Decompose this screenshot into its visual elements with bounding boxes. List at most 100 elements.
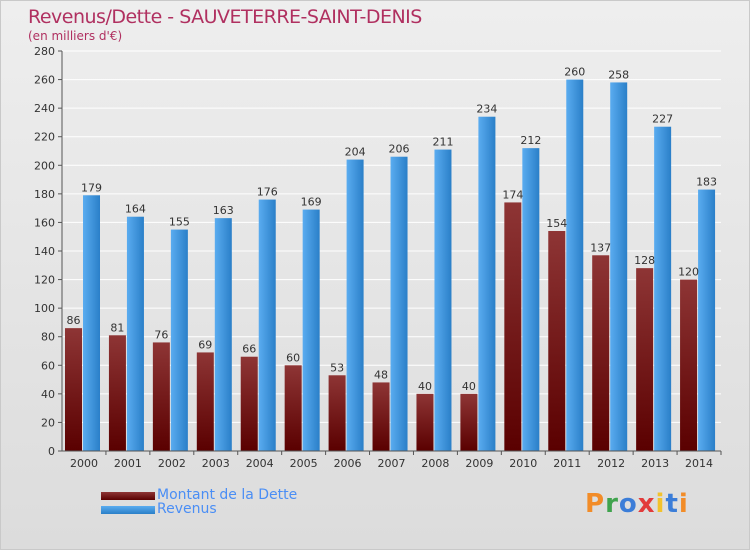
data-label-revenus: 176 [257,186,278,199]
data-label-dette: 120 [678,266,699,279]
y-tick-label: 280 [34,45,55,58]
data-label-dette: 86 [67,314,81,327]
chart-subtitle: (en milliers d'€) [28,29,123,43]
logo-letter: i [655,489,666,519]
logo-letter: t [665,489,679,519]
x-tick-label: 2005 [290,457,318,470]
x-tick-label: 2001 [114,457,142,470]
bar-dette [592,255,610,451]
chart-title: Revenus/Dette - SAUVETERRE-SAINT-DENIS [28,6,422,28]
data-label-revenus: 227 [652,113,673,126]
bar-dette [152,342,170,451]
bar-dette [65,328,82,451]
y-tick-label: 260 [34,74,55,87]
proxiti-logo: Proxiti [585,489,689,519]
bar-revenus [478,116,496,451]
logo-letter: i [678,489,689,519]
legend-label-revenus: Revenus [157,501,217,517]
bar-revenus [390,156,408,451]
y-tick-label: 80 [41,331,55,344]
bar-dette [240,356,258,451]
data-label-revenus: 234 [476,103,497,116]
bar-revenus [698,189,716,452]
bar-revenus [126,216,144,451]
bar-series: 86 179 81 164 76 155 69 163 66 176 60 169 53 204 48 206… [65,66,717,452]
data-label-dette: 174 [502,188,523,201]
data-label-dette: 76 [154,328,168,341]
bar-revenus [258,199,276,451]
y-tick-label: 220 [34,131,55,144]
x-tick-label: 2006 [334,457,362,470]
data-label-revenus: 260 [564,66,585,79]
bar-dette [284,365,302,451]
bar-dette [504,202,522,451]
data-label-dette: 137 [590,241,611,254]
y-tick-label: 200 [34,159,55,172]
data-label-revenus: 212 [520,134,541,147]
y-axis: 0 20 40 60 80 100 120 140 160 180 200 220 240 260 280 [34,45,63,458]
y-tick-label: 160 [34,216,55,229]
x-tick-label: 2011 [553,457,581,470]
bar-revenus [170,229,188,451]
y-tick-label: 40 [41,388,55,401]
logo-letter: P [585,489,606,519]
y-tick-label: 100 [34,302,55,315]
y-tick-label: 60 [41,359,55,372]
x-tick-label: 2009 [465,457,493,470]
x-tick-label: 2013 [641,457,669,470]
x-tick-label: 2010 [509,457,537,470]
bar-revenus [654,126,672,451]
bar-revenus [346,159,364,452]
x-tick-label: 2008 [421,457,449,470]
x-tick-label: 2004 [246,457,274,470]
legend-swatch-dette [101,492,155,500]
data-label-revenus: 179 [81,181,102,194]
bar-dette [636,268,654,451]
bar-dette [460,393,478,451]
data-label-dette: 154 [546,217,567,230]
bar-dette [372,382,390,451]
logo-letter: x [637,489,656,519]
legend-swatch-revenus [101,506,155,514]
y-tick-label: 120 [34,274,55,287]
data-label-revenus: 164 [125,203,146,216]
data-label-dette: 40 [418,380,432,393]
data-label-dette: 48 [374,368,388,381]
bar-dette [548,231,566,451]
bar-revenus [434,149,452,452]
data-label-dette: 66 [242,343,256,356]
y-tick-label: 240 [34,102,55,115]
y-tick-label: 20 [41,416,55,429]
legend-label-dette: Montant de la Dette [157,487,298,503]
data-label-revenus: 211 [432,136,453,149]
bar-revenus [522,148,540,451]
bar-dette [328,375,346,451]
data-label-revenus: 169 [301,196,322,209]
bar-dette [416,393,434,451]
data-label-dette: 128 [634,254,655,267]
logo-letter: o [618,489,638,519]
x-tick-label: 2000 [70,457,98,470]
data-label-revenus: 204 [345,146,366,159]
bar-revenus [566,79,584,452]
bar-revenus [302,209,320,451]
data-label-revenus: 155 [169,216,190,229]
data-label-revenus: 258 [608,68,629,81]
bar-dette [108,335,126,451]
x-tick-label: 2012 [597,457,625,470]
x-axis: 2000 2001 2002 2003 2004 2005 2006 2007 2008 2009… [62,450,722,470]
bar-dette [196,352,214,451]
bar-revenus [610,82,628,451]
x-tick-label: 2002 [158,457,186,470]
x-tick-label: 2003 [202,457,230,470]
data-label-dette: 60 [286,351,300,364]
y-tick-label: 0 [48,445,55,458]
data-label-dette: 69 [198,338,212,351]
x-tick-label: 2014 [685,457,713,470]
data-label-revenus: 183 [696,176,717,189]
bar-revenus [214,218,232,451]
data-label-dette: 40 [462,380,476,393]
data-label-dette: 81 [110,321,124,334]
